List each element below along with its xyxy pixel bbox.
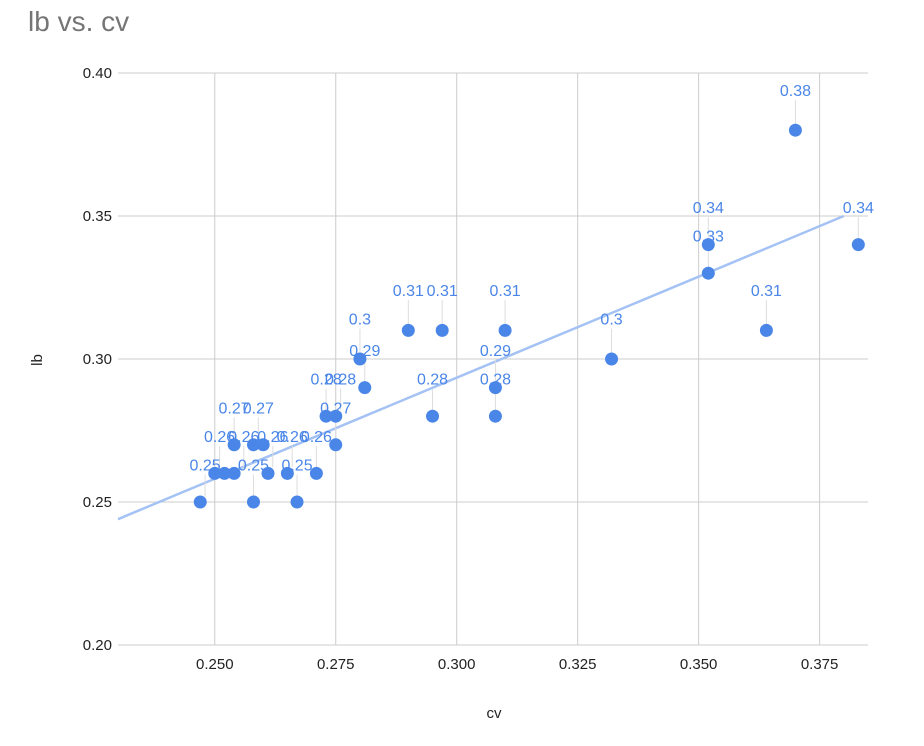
chart-title: lb vs. cv [28, 6, 130, 37]
data-point [605, 352, 619, 366]
data-point [329, 409, 343, 423]
data-point [208, 466, 222, 480]
data-label: 0.28 [310, 372, 341, 389]
data-point [701, 266, 715, 280]
data-point [498, 323, 512, 337]
data-point [256, 438, 270, 452]
data-label: 0.31 [427, 283, 458, 300]
data-label: 0.34 [693, 200, 724, 217]
data-label: 0.25 [238, 458, 269, 475]
data-label: 0.27 [219, 400, 250, 417]
y-tick-label: 0.40 [83, 65, 112, 82]
y-axis-title: lb [29, 354, 46, 366]
data-label: 0.26 [204, 429, 235, 446]
data-label: 0.26 [301, 429, 332, 446]
data-label: 0.25 [190, 458, 221, 475]
data-point [280, 466, 294, 480]
grid-lines [118, 72, 868, 646]
data-label: 0.28 [480, 372, 511, 389]
data-label: 0.34 [843, 200, 874, 217]
data-point [329, 438, 343, 452]
data-label: 0.26 [257, 429, 288, 446]
data-point [851, 238, 865, 252]
data-labels: 0.250.260.270.260.270.250.260.260.250.26… [190, 83, 874, 475]
data-point [227, 438, 241, 452]
data-label: 0.38 [780, 83, 811, 100]
axis-ticks: 0.20 0.25 0.30 0.35 0.40 0.250 0.275 0.300 0.325… [83, 65, 839, 673]
data-label: 0.25 [281, 458, 312, 475]
data-label: 0.29 [349, 343, 380, 360]
y-tick-label: 0.35 [83, 208, 112, 225]
data-point [701, 238, 715, 252]
data-point [788, 123, 802, 137]
data-label: 0.3 [349, 312, 371, 329]
data-points [193, 123, 865, 509]
data-point [246, 495, 260, 509]
data-point [759, 323, 773, 337]
data-label: 0.29 [480, 343, 511, 360]
data-point [193, 495, 207, 509]
y-tick-label: 0.30 [83, 351, 112, 368]
trendline [117, 214, 845, 521]
data-label: 0.33 [693, 229, 724, 246]
x-tick-label: 0.250 [196, 656, 234, 673]
data-point [488, 409, 502, 423]
data-label: 0.3 [600, 312, 622, 329]
data-point [435, 323, 449, 337]
data-label: 0.26 [228, 429, 259, 446]
data-label: 0.28 [325, 372, 356, 389]
x-tick-label: 0.275 [317, 656, 355, 673]
data-point [319, 409, 333, 423]
label-leader-lines [204, 99, 859, 496]
x-tick-label: 0.325 [559, 656, 597, 673]
data-point [246, 438, 260, 452]
data-point [217, 466, 231, 480]
data-point [353, 352, 367, 366]
data-point [488, 381, 502, 395]
x-tick-label: 0.350 [680, 656, 718, 673]
y-tick-label: 0.25 [83, 494, 112, 511]
data-label: 0.27 [320, 400, 351, 417]
data-label: 0.26 [277, 429, 308, 446]
data-point [401, 323, 415, 337]
data-point [227, 466, 241, 480]
y-tick-label: 0.20 [83, 637, 112, 654]
x-tick-label: 0.375 [801, 656, 839, 673]
data-point [290, 495, 304, 509]
data-label: 0.31 [490, 283, 521, 300]
data-label: 0.27 [243, 400, 274, 417]
x-axis-title: cv [487, 705, 503, 722]
data-point [261, 466, 275, 480]
data-point [309, 466, 323, 480]
data-label: 0.31 [393, 283, 424, 300]
x-tick-label: 0.300 [438, 656, 476, 673]
trendline-layer [117, 214, 845, 521]
data-label: 0.28 [417, 372, 448, 389]
data-point [358, 381, 372, 395]
data-point [426, 409, 440, 423]
data-label: 0.31 [751, 283, 782, 300]
